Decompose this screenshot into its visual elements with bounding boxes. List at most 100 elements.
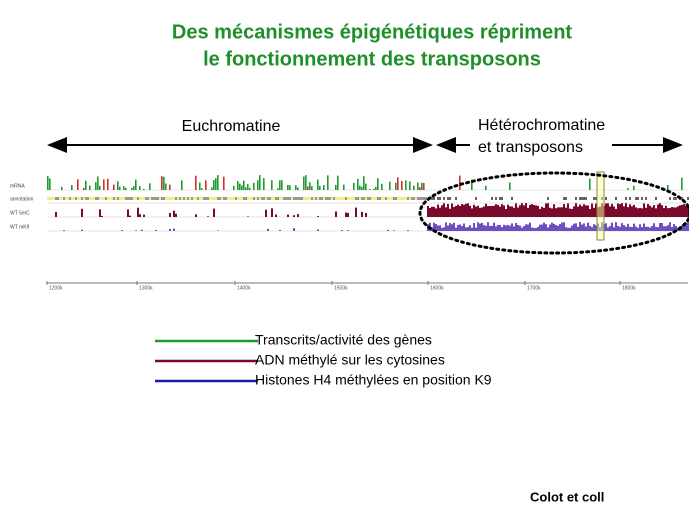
- annotation-band: [415, 197, 417, 200]
- mrna-signal: [123, 186, 125, 190]
- mrna-signal: [211, 187, 213, 190]
- k9-signal: [433, 222, 435, 231]
- annotation-band: [565, 197, 567, 200]
- k9-signal: [567, 227, 569, 231]
- annotation-band: [47, 197, 49, 200]
- k9-signal: [563, 222, 565, 231]
- annotation-band: [271, 197, 273, 200]
- annotation-band: [231, 197, 233, 200]
- k9-signal: [135, 230, 137, 231]
- k9-signal: [671, 227, 673, 231]
- annotation-band: [423, 197, 425, 200]
- annotation-band: [125, 197, 127, 200]
- annotation-band: [163, 197, 165, 200]
- annotation-band: [401, 197, 403, 200]
- k9-signal: [631, 227, 633, 231]
- k9-signal: [491, 225, 493, 231]
- k9-signal: [525, 224, 527, 231]
- annotation-band: [511, 197, 513, 200]
- mrna-signal: [249, 187, 251, 190]
- mrna-signal: [319, 185, 321, 190]
- annotation-band: [327, 197, 329, 200]
- methylation-signal: [503, 205, 505, 217]
- annotation-band: [405, 197, 407, 200]
- methylation-signal: [585, 205, 587, 217]
- k9-signal: [517, 225, 519, 231]
- annotation-band: [255, 197, 257, 200]
- methylation-signal: [605, 203, 607, 217]
- annotation-band: [209, 197, 211, 200]
- annotation-band: [199, 197, 201, 200]
- k9-signal: [687, 222, 689, 231]
- methylation-signal: [545, 203, 547, 217]
- methylation-signal: [139, 214, 141, 217]
- annotation-band: [281, 197, 283, 200]
- k9-signal: [665, 226, 667, 231]
- mrna-signal: [181, 180, 183, 190]
- annotation-band: [161, 197, 163, 200]
- annotation-band: [159, 197, 161, 200]
- methylation-signal: [469, 205, 471, 217]
- methylation-signal: [639, 207, 641, 217]
- methylation-signal: [465, 203, 467, 217]
- annotation-band: [447, 197, 449, 200]
- annotation-band: [333, 197, 335, 200]
- annotation-band: [585, 197, 587, 200]
- annotation-band: [241, 197, 243, 200]
- annotation-band: [201, 197, 203, 200]
- methylation-signal: [459, 205, 461, 217]
- k9-signal: [573, 223, 575, 231]
- annotation-band: [387, 197, 389, 200]
- track-label: WT 5mC: [10, 210, 30, 216]
- methylation-signal: [527, 207, 529, 217]
- annotation-band: [563, 197, 565, 200]
- annotation-band: [55, 197, 57, 200]
- annotation-band: [239, 197, 241, 200]
- mrna-signal: [509, 182, 511, 190]
- k9-signal: [519, 225, 521, 231]
- methylation-signal: [505, 208, 507, 217]
- annotation-band: [635, 197, 637, 200]
- annotation-band: [59, 197, 61, 200]
- annotation-band: [321, 197, 323, 200]
- methylation-signal: [615, 208, 617, 217]
- k9-signal: [565, 227, 567, 231]
- k9-signal: [485, 225, 487, 231]
- annotation-band: [501, 197, 503, 200]
- mrna-signal: [135, 179, 137, 190]
- annotation-band: [439, 197, 441, 200]
- methylation-signal: [265, 209, 267, 217]
- methylation-signal: [539, 208, 541, 217]
- annotation-band: [143, 197, 145, 200]
- legend-label: Histones H4 méthylées en position K9: [255, 372, 492, 388]
- methylation-signal: [553, 204, 555, 217]
- axis-tick-label: 1700k: [527, 285, 541, 291]
- annotation-band: [499, 197, 501, 200]
- axis-tick-label: 1500k: [334, 285, 348, 291]
- annotation-band: [147, 197, 149, 200]
- annotation-band: [637, 197, 639, 200]
- methylation-signal: [571, 208, 573, 217]
- mrna-signal: [89, 185, 91, 190]
- methylation-signal: [515, 203, 517, 217]
- annotation-band: [177, 197, 179, 200]
- annotation-band: [313, 197, 315, 200]
- methylation-signal: [447, 203, 449, 217]
- methylation-signal: [577, 206, 579, 217]
- methylation-signal: [619, 204, 621, 217]
- annotation-band: [183, 197, 185, 200]
- methylation-signal: [561, 207, 563, 217]
- mrna-signal: [143, 188, 145, 190]
- annotation-band: [397, 197, 399, 200]
- annotation-band: [65, 197, 67, 200]
- mrna-signal: [95, 182, 97, 190]
- methylation-signal: [439, 207, 441, 217]
- annotation-band: [455, 197, 457, 200]
- k9-signal: [511, 223, 513, 231]
- k9-signal: [561, 222, 563, 231]
- methylation-signal: [589, 208, 591, 217]
- annotation-band: [83, 197, 85, 200]
- annotation-band: [89, 197, 91, 200]
- k9-signal: [509, 225, 511, 231]
- mrna-signal: [627, 188, 629, 190]
